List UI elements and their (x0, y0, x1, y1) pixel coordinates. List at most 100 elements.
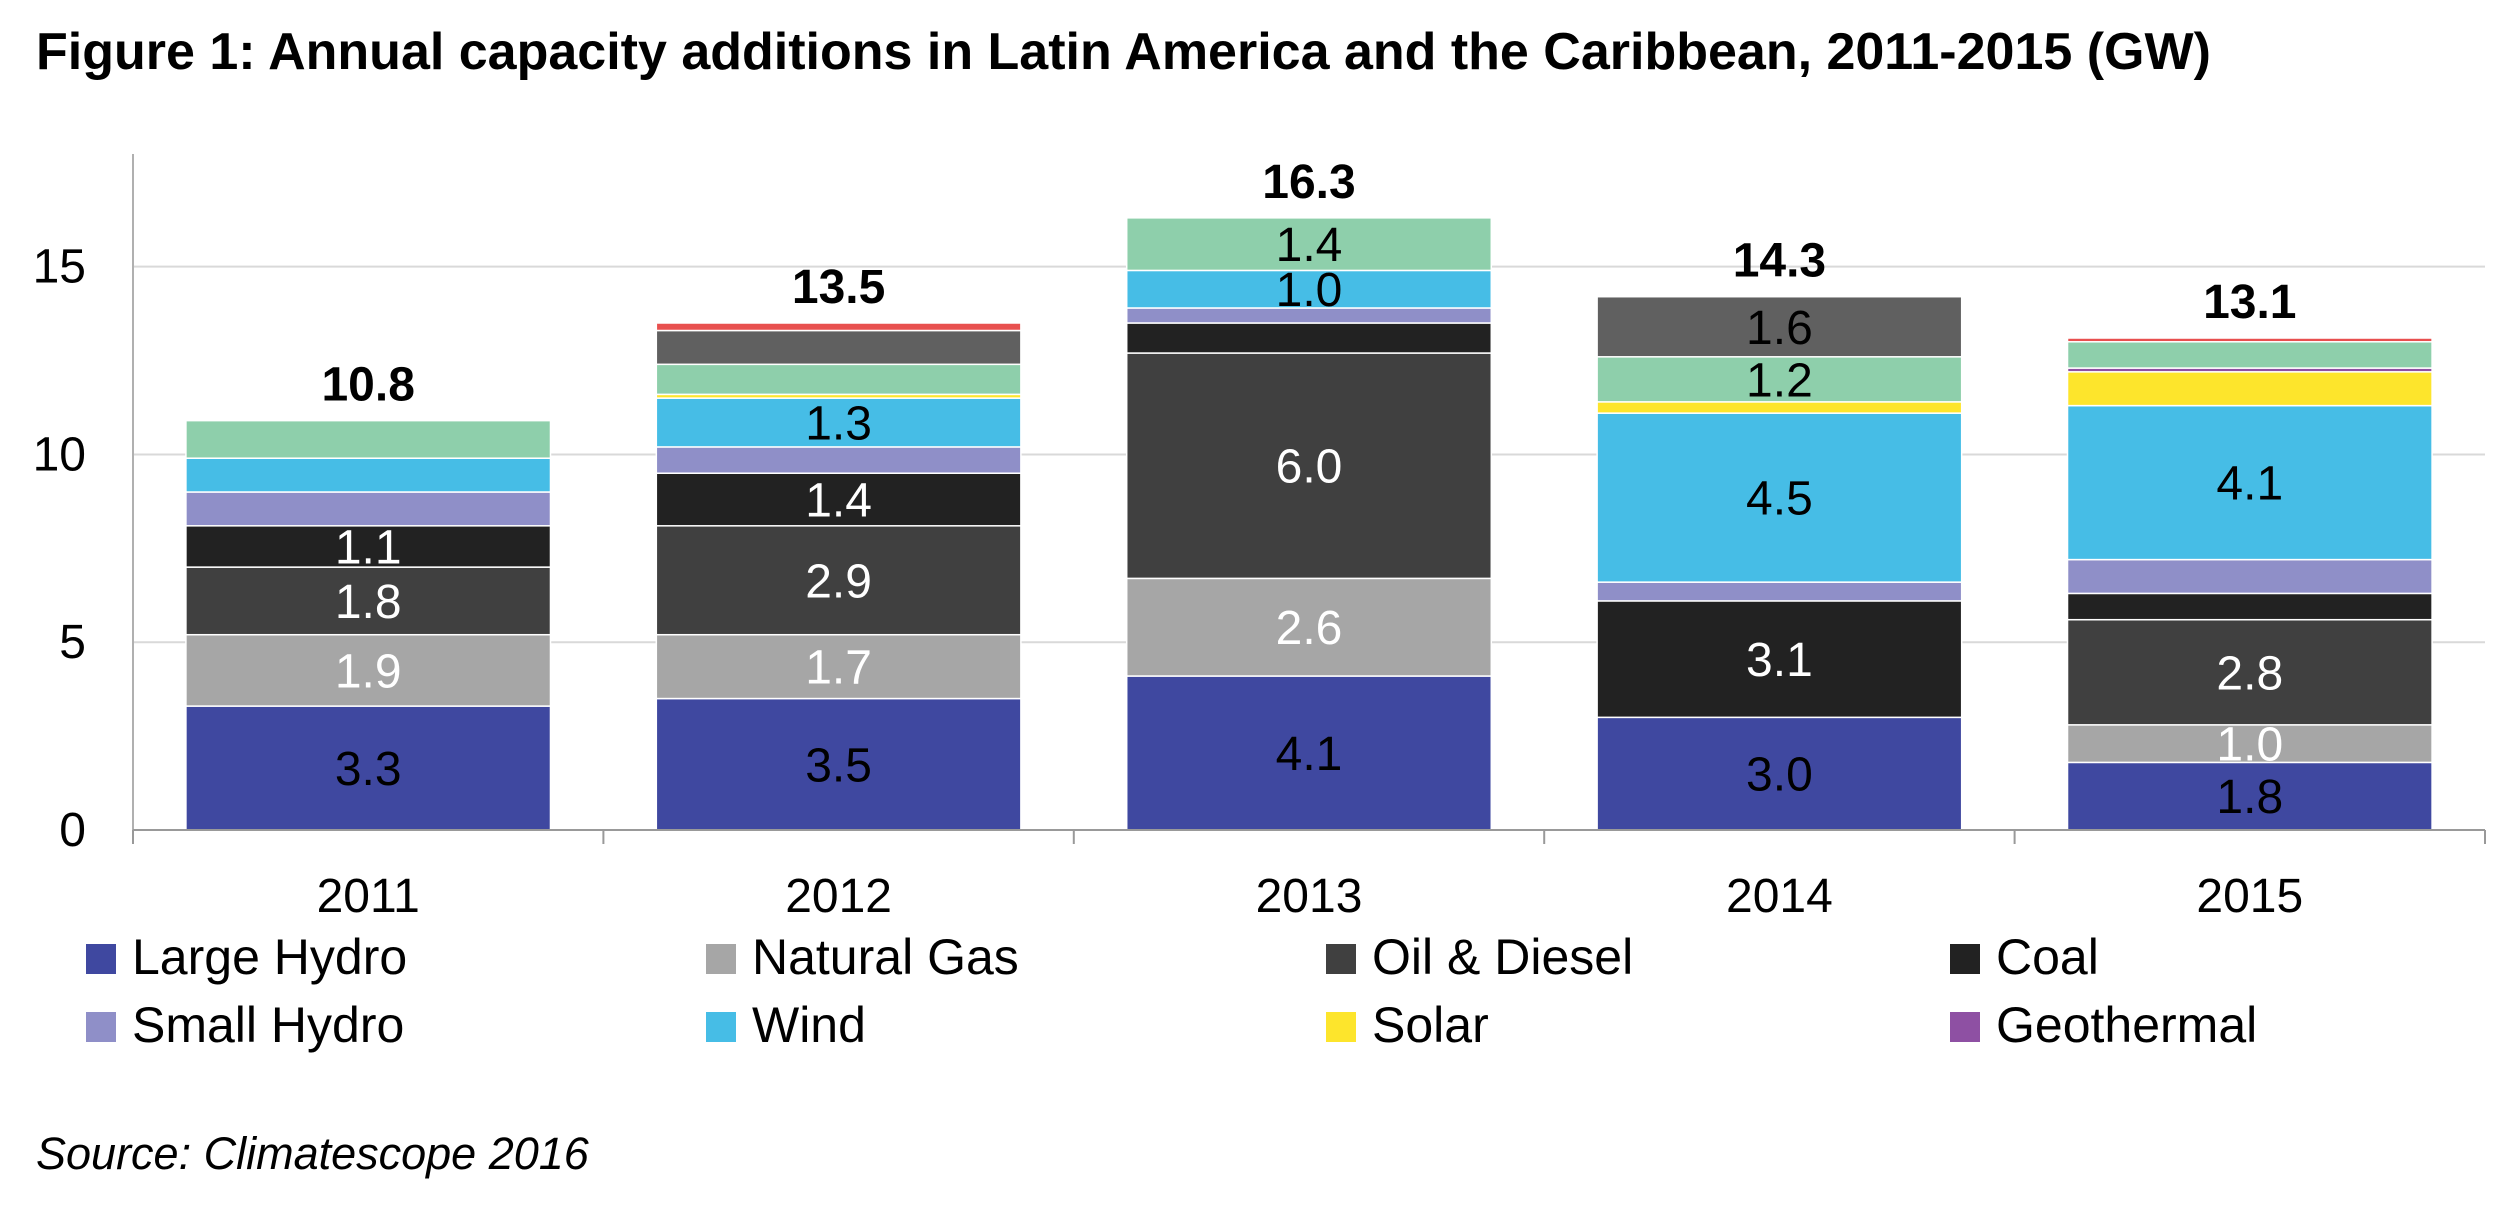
data-label: 2.6 (1276, 602, 1343, 655)
data-label: 2.8 (2216, 647, 2283, 700)
bar-segment (655, 397, 1022, 448)
chart-source: Source: Climatescope 2016 (36, 1128, 589, 1179)
data-label: 4.5 (1746, 473, 1813, 526)
bar-segment (2066, 371, 2433, 407)
data-labels: 3.31.91.81.110.83.51.72.91.41.313.54.12.… (321, 156, 2296, 824)
data-label: 1.6 (1746, 302, 1813, 355)
y-tick-label: 15 (33, 241, 86, 294)
legend-label: Coal (1996, 929, 2099, 985)
data-label: 1.4 (805, 475, 872, 528)
legend-item: Oil & Diesel (1326, 929, 1633, 985)
data-label: 1.4 (1276, 219, 1343, 272)
data-label: 1.1 (335, 521, 402, 574)
chart-title: Figure 1: Annual capacity additions in L… (36, 23, 2211, 81)
bar-segment (1125, 577, 1493, 677)
legend-label: Oil & Diesel (1372, 929, 1633, 985)
data-label: 1.9 (335, 645, 402, 698)
bar-segment (2066, 341, 2433, 369)
axes: 0 5 10 15 2011 2012 2013 2014 2015 (33, 154, 2486, 923)
bar-segment (655, 363, 1022, 396)
legend-swatch (706, 1012, 736, 1042)
legend-item: Solar (1326, 997, 1489, 1053)
bar-segment (655, 329, 1022, 366)
data-label: 3.0 (1746, 749, 1813, 802)
bar-segment (185, 491, 552, 527)
data-label: 3.1 (1746, 634, 1813, 687)
data-label: 2.9 (805, 555, 872, 608)
data-label: 4.1 (1276, 728, 1343, 781)
legend-label: Natural Gas (752, 929, 1019, 985)
bar-segment (1125, 217, 1493, 272)
bar-segment (655, 525, 1022, 636)
legend-swatch (1950, 1012, 1980, 1042)
data-label: 3.5 (805, 739, 872, 792)
x-tick-label: 2014 (1726, 870, 1833, 923)
bar-segment (1596, 412, 1963, 583)
bar-segment (185, 633, 552, 707)
legend-label: Solar (1372, 997, 1489, 1053)
x-tick-label: 2013 (1256, 870, 1363, 923)
bar-segment (655, 633, 1022, 700)
legend-label: Small Hydro (132, 997, 404, 1053)
bar-segment (185, 457, 552, 493)
legend-item: Wind (706, 997, 866, 1053)
bar-segment (1596, 600, 1963, 719)
data-label: 1.3 (805, 398, 872, 451)
bar-segment (1125, 269, 1493, 309)
bar-segment (1125, 675, 1493, 831)
legend-swatch (86, 944, 116, 974)
bar-segment (655, 322, 1022, 332)
data-label: 1.0 (2216, 719, 2283, 772)
legend-swatch (706, 944, 736, 974)
data-label: 3.3 (335, 743, 402, 796)
x-tick-label: 2011 (317, 870, 420, 923)
legend-item: Small Hydro (86, 997, 404, 1053)
legend: Large Hydro Natural Gas Oil & Diesel Coal Sm… (86, 929, 2257, 1053)
total-label: 14.3 (1733, 235, 1826, 288)
legend-item: Geothermal (1950, 997, 2257, 1053)
bar-segment (1596, 716, 1963, 831)
legend-swatch (1326, 1012, 1356, 1042)
bar-segment (2066, 592, 2433, 621)
legend-swatch (1326, 944, 1356, 974)
bars (185, 217, 2433, 831)
bar-segment (1596, 295, 1963, 358)
bar-segment (655, 446, 1022, 474)
y-tick-label: 10 (33, 428, 86, 481)
total-label: 13.1 (2203, 276, 2296, 329)
legend-label: Large Hydro (132, 929, 407, 985)
data-label: 1.8 (335, 576, 402, 629)
bar-segment (1125, 322, 1493, 354)
legend-item: Large Hydro (86, 929, 407, 985)
legend-label: Geothermal (1996, 997, 2257, 1053)
bar-segment (2066, 337, 2433, 343)
data-label: 1.2 (1746, 354, 1813, 407)
y-tick-label: 5 (59, 616, 86, 669)
legend-swatch (86, 1012, 116, 1042)
data-label: 1.7 (805, 642, 872, 695)
bar-segment (185, 566, 552, 636)
total-label: 13.5 (792, 261, 885, 314)
bar-segment (2066, 558, 2433, 595)
bar-segment (1596, 581, 1963, 602)
legend-item: Natural Gas (706, 929, 1019, 985)
data-label: 1.8 (2216, 771, 2283, 824)
legend-swatch (1950, 944, 1980, 974)
bar-segment (655, 697, 1022, 831)
legend-item: Coal (1950, 929, 2099, 985)
data-label: 6.0 (1276, 441, 1343, 494)
data-label: 4.1 (2216, 458, 2283, 511)
bar-segment (2066, 404, 2433, 561)
bar-segment (1596, 356, 1963, 403)
x-tick-label: 2012 (785, 870, 892, 923)
total-label: 10.8 (321, 359, 414, 412)
bar-segment (1125, 352, 1493, 580)
bar-segment (185, 419, 552, 459)
y-tick-label: 0 (59, 804, 86, 857)
bar-segment (655, 472, 1022, 527)
x-tick-label: 2015 (2196, 870, 2303, 923)
total-label: 16.3 (1262, 156, 1355, 209)
legend-label: Wind (752, 997, 866, 1053)
data-label: 1.0 (1276, 264, 1343, 317)
